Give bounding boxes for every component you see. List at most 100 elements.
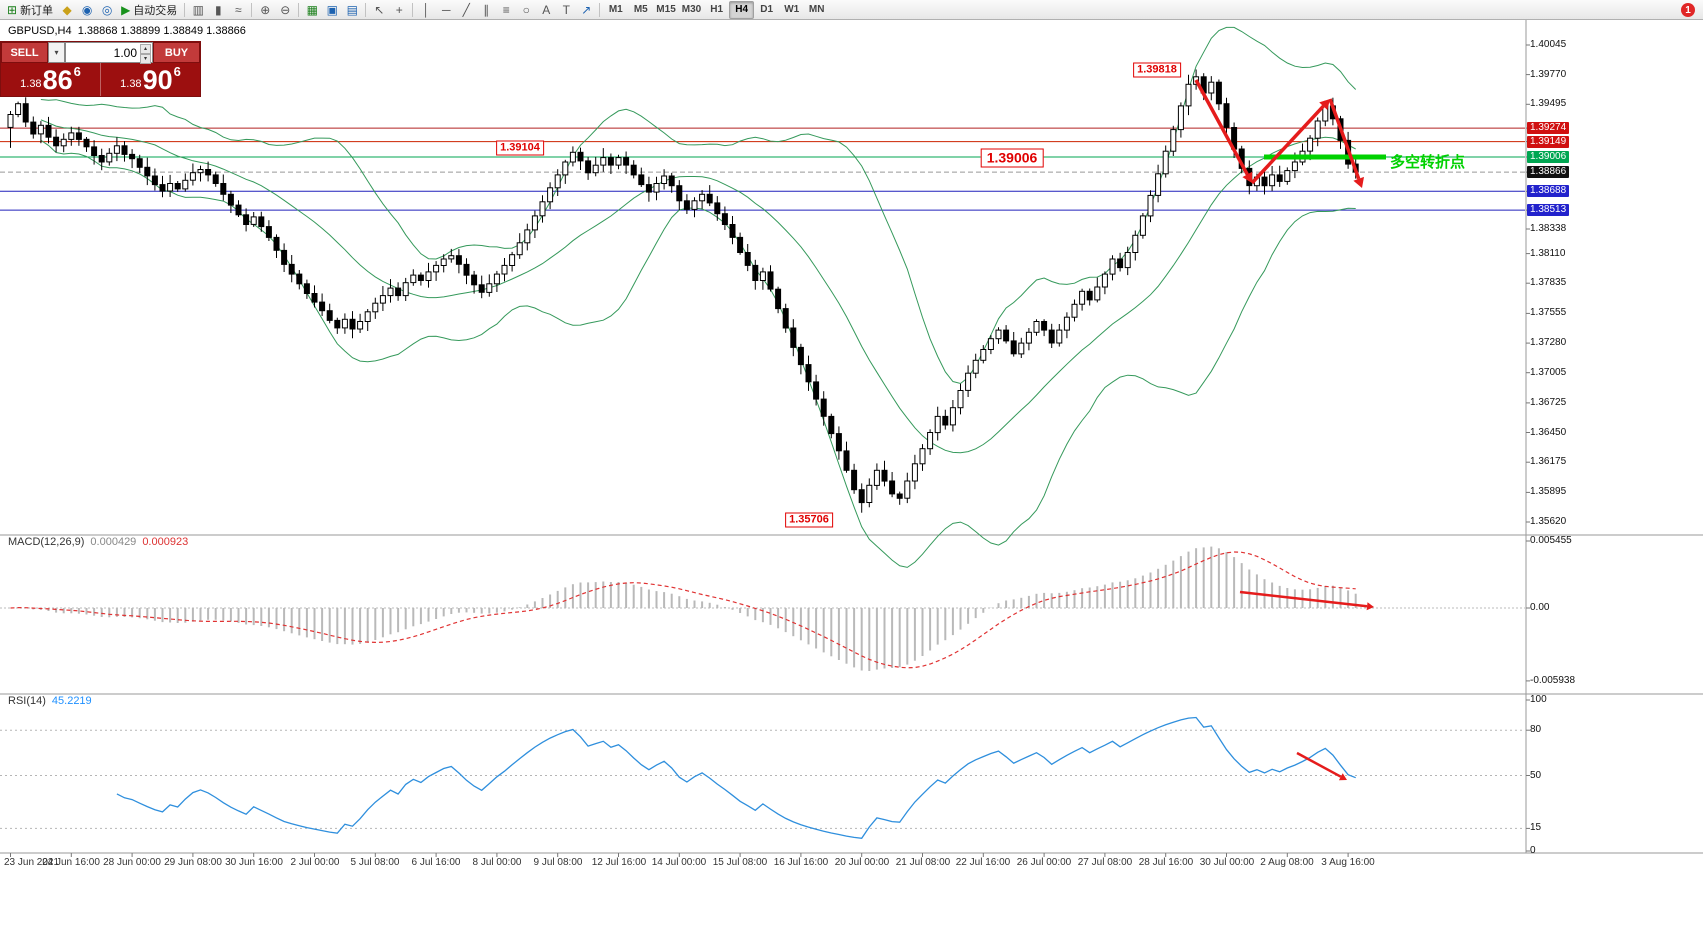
- zoom-in-button[interactable]: ⊕: [255, 1, 275, 19]
- sell-price-prefix: 1.38: [20, 78, 42, 90]
- price-annotation-label: 1.35706: [785, 512, 833, 528]
- auto-trading-button-label: 自动交易: [133, 4, 178, 17]
- trendline-button[interactable]: ╱: [456, 1, 476, 19]
- buy-price-big: 90: [142, 65, 173, 95]
- rsi-scale-label: 15: [1530, 822, 1542, 833]
- bar-chart-button[interactable]: ▥: [188, 1, 208, 19]
- shapes-button[interactable]: ○: [516, 1, 536, 19]
- tile-windows-icon: ▦: [306, 2, 318, 17]
- zoom-in-icon: ⊕: [260, 2, 271, 17]
- notification-badge[interactable]: 1: [1681, 3, 1695, 17]
- timeframe-M5-button[interactable]: M5: [633, 4, 648, 15]
- order-type-dropdown[interactable]: ▾: [48, 42, 65, 63]
- price-scale-label: 1.38513: [1527, 204, 1570, 216]
- vertical-line-icon: │: [422, 2, 431, 17]
- buy-price-sup: 6: [173, 64, 181, 79]
- indicators-button[interactable]: ◉: [77, 1, 97, 19]
- price-scale-label: 1.35620: [1530, 516, 1567, 527]
- rsi-scale-label: 50: [1530, 770, 1542, 781]
- rsi-scale-label: 100: [1530, 694, 1547, 705]
- history-center-button[interactable]: ◎: [97, 1, 117, 19]
- zoom-out-icon: ⊖: [280, 2, 291, 17]
- sell-price-sup: 6: [73, 64, 81, 79]
- vertical-line-button[interactable]: │: [416, 1, 436, 19]
- arrange-windows-button[interactable]: ▤: [342, 1, 362, 19]
- toolbar-separator: [251, 2, 253, 17]
- trade-panel-controls: SELL ▾ ▴ ▾ BUY: [1, 42, 200, 64]
- time-axis-label: 21 Jul 08:00: [895, 857, 951, 868]
- timeframe-H1-button[interactable]: H1: [710, 4, 724, 15]
- bar-chart-icon: ▥: [192, 2, 204, 17]
- price-scale-label: 1.37835: [1530, 277, 1567, 288]
- price-annotation-label: 1.39104: [496, 140, 544, 156]
- crosshair-button[interactable]: +: [389, 1, 409, 19]
- timeframe-H4-button[interactable]: H4: [729, 0, 755, 19]
- price-scale-label: 1.36725: [1530, 397, 1567, 408]
- price-scale-label: 1.38866: [1527, 166, 1570, 178]
- timeframe-W1-button[interactable]: W1: [784, 4, 800, 15]
- volume-increase-button[interactable]: ▴: [140, 44, 151, 54]
- sell-price-area[interactable]: 1.38 86 6: [1, 63, 100, 96]
- macd-indicator-label: MACD(12,26,9) 0.000429 0.000923: [8, 536, 188, 548]
- new-order-button[interactable]: ⊞ 新订单: [3, 1, 57, 19]
- timeframe-M30-button[interactable]: M30: [681, 4, 702, 15]
- time-axis-label: 5 Jul 08:00: [350, 857, 400, 868]
- volume-input[interactable]: [66, 43, 152, 62]
- indicators-icon: ◉: [81, 2, 93, 17]
- line-chart-button[interactable]: ≈: [228, 1, 248, 19]
- time-axis-label: 23 Jun 2021: [4, 857, 60, 868]
- timeframe-MN-button[interactable]: MN: [808, 4, 825, 15]
- time-axis-label: 14 Jul 00:00: [651, 857, 707, 868]
- price-scale-label: 1.36450: [1530, 427, 1567, 438]
- cursor-icon: ↖: [374, 2, 385, 17]
- timeframe-M1-button[interactable]: M1: [608, 4, 623, 15]
- tile-windows-button[interactable]: ▦: [302, 1, 322, 19]
- symbol-info: GBPUSD,H4 1.38868 1.38899 1.38849 1.3886…: [8, 25, 246, 37]
- timeframe-D1-button[interactable]: D1: [760, 4, 774, 15]
- crosshair-icon: +: [395, 2, 403, 17]
- arrows-tool-icon: ↗: [581, 2, 592, 17]
- horizontal-line-button[interactable]: ─: [436, 1, 456, 19]
- price-scale-label: 1.38338: [1530, 223, 1567, 234]
- rsi-scale-label: 80: [1530, 724, 1542, 735]
- new-order-icon: ⊞: [7, 2, 18, 17]
- cascade-windows-button[interactable]: ▣: [322, 1, 342, 19]
- cursor-button[interactable]: ↖: [369, 1, 389, 19]
- sell-button[interactable]: SELL: [1, 42, 48, 63]
- horizontal-line-icon: ─: [442, 2, 451, 17]
- channel-button[interactable]: ∥: [476, 1, 496, 19]
- volume-stepper: ▴ ▾: [140, 44, 151, 64]
- auto-trading-button[interactable]: ▶ 自动交易: [117, 1, 181, 19]
- label-button[interactable]: T: [556, 1, 576, 19]
- zoom-out-button[interactable]: ⊖: [275, 1, 295, 19]
- time-axis-label: 26 Jul 00:00: [1016, 857, 1072, 868]
- candlestick-button[interactable]: ▮: [208, 1, 228, 19]
- toolbar-separator: [298, 2, 300, 17]
- time-axis-label: 27 Jul 08:00: [1077, 857, 1133, 868]
- time-axis-label: 16 Jul 16:00: [773, 857, 829, 868]
- macd-scale-label: -0.005938: [1530, 675, 1576, 686]
- text-button[interactable]: A: [536, 1, 556, 19]
- timeframe-M15-button[interactable]: M15: [656, 4, 676, 15]
- time-axis-label: 8 Jul 00:00: [472, 857, 522, 868]
- volume-decrease-button[interactable]: ▾: [140, 54, 151, 64]
- buy-button[interactable]: BUY: [153, 42, 200, 63]
- buy-price-area[interactable]: 1.38 90 6: [100, 63, 200, 96]
- candlestick-icon: ▮: [214, 2, 222, 17]
- time-axis-label: 3 Aug 16:00: [1321, 857, 1375, 868]
- time-axis-label: 9 Jul 08:00: [533, 857, 583, 868]
- price-annotation-label: 1.39006: [980, 148, 1044, 168]
- price-scale-label: 1.39274: [1527, 122, 1570, 134]
- time-axis-label: 30 Jun 16:00: [225, 857, 283, 868]
- toolbar-separator: [184, 2, 186, 17]
- chart-profile-button[interactable]: ◆: [57, 1, 77, 19]
- dropdown-caret-icon: ▾: [54, 48, 59, 57]
- new-order-button-label: 新订单: [20, 4, 54, 17]
- fibonacci-button[interactable]: ≡: [496, 1, 516, 19]
- time-axis-label: 15 Jul 08:00: [712, 857, 768, 868]
- arrows-tool-button[interactable]: ↗: [576, 1, 596, 19]
- sell-price-big: 86: [42, 65, 73, 95]
- macd-value-main: 0.000429: [90, 536, 137, 548]
- time-axis-label: 28 Jul 16:00: [1138, 857, 1194, 868]
